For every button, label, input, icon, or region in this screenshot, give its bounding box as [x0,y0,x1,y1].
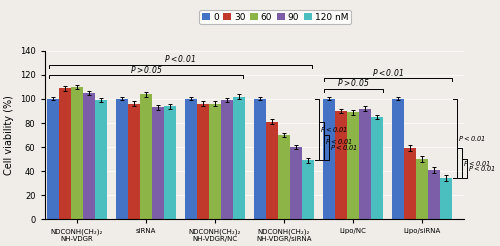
Text: $P$$<$0.01: $P$$<$0.01 [468,164,496,173]
Bar [278,135,290,219]
Bar [254,99,266,219]
Bar [428,170,440,219]
Text: $P$$>$0.05: $P$$>$0.05 [130,64,162,75]
Bar [152,107,164,219]
Text: $P$$<$0.01: $P$$<$0.01 [320,125,348,134]
Text: $P$$<$0.01: $P$$<$0.01 [330,143,358,152]
Bar [71,87,83,219]
Text: $P$$<$0.01: $P$$<$0.01 [325,137,353,146]
Bar [266,122,278,219]
Text: $P$$<$0.01: $P$$<$0.01 [458,134,486,143]
Text: $P$$<$0.01: $P$$<$0.01 [372,66,404,77]
Bar [359,108,371,219]
Bar [371,117,383,219]
Bar [209,104,221,219]
Bar [404,148,416,219]
Bar [197,104,209,219]
Bar [59,88,71,219]
Bar [82,93,94,219]
Bar [164,106,176,219]
Bar [116,99,128,219]
Bar [221,100,233,219]
Bar [323,99,335,219]
Bar [140,94,152,219]
Text: $P$$<$0.01: $P$$<$0.01 [463,159,491,168]
Bar [440,178,452,219]
Bar [128,104,140,219]
Bar [233,96,245,219]
Bar [347,112,359,219]
Text: $P$$<$0.01: $P$$<$0.01 [164,53,196,64]
Bar [47,99,59,219]
Bar [416,159,428,219]
Bar [335,111,347,219]
Bar [290,147,302,219]
Bar [392,99,404,219]
Bar [185,99,197,219]
Text: $P$$>$0.05: $P$$>$0.05 [337,77,370,88]
Bar [94,100,106,219]
Legend: 0, 30, 60, 90, 120 nM: 0, 30, 60, 90, 120 nM [200,10,351,24]
Y-axis label: Cell viability (%): Cell viability (%) [4,95,14,175]
Bar [302,160,314,219]
